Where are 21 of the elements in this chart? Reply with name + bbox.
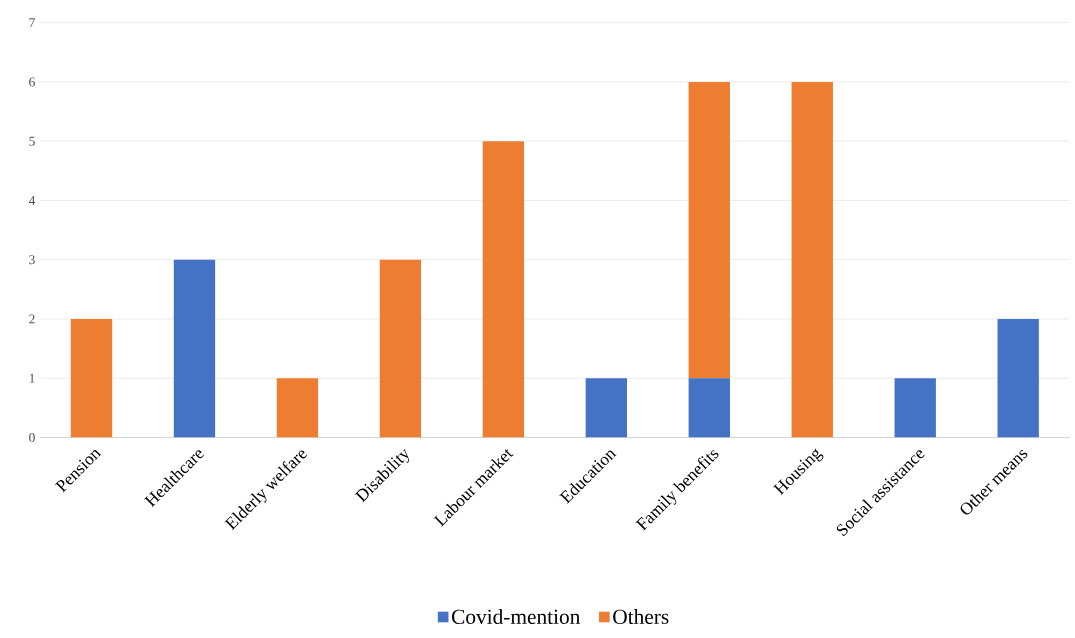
bar	[894, 378, 936, 438]
bar	[379, 259, 422, 438]
y-tick-label: 0	[29, 433, 35, 443]
y-tick-label: 5	[29, 136, 35, 146]
bar	[791, 82, 833, 438]
bar	[688, 82, 730, 379]
bar	[70, 319, 113, 438]
bar	[997, 319, 1039, 438]
legend-label: Others	[613, 609, 669, 625]
bar	[173, 259, 216, 438]
legend-label: Covid-mention	[452, 609, 581, 625]
y-tick-label: 1	[29, 374, 35, 383]
y-tick-label: 7	[29, 18, 35, 28]
bar	[688, 378, 730, 438]
y-tick-label: 2	[29, 314, 35, 324]
y-tick-label: 4	[28, 196, 36, 206]
bar	[482, 141, 525, 438]
y-tick-label: 6	[29, 77, 35, 87]
bar	[585, 378, 627, 438]
y-tick-label: 3	[29, 255, 35, 265]
bar	[276, 378, 319, 438]
